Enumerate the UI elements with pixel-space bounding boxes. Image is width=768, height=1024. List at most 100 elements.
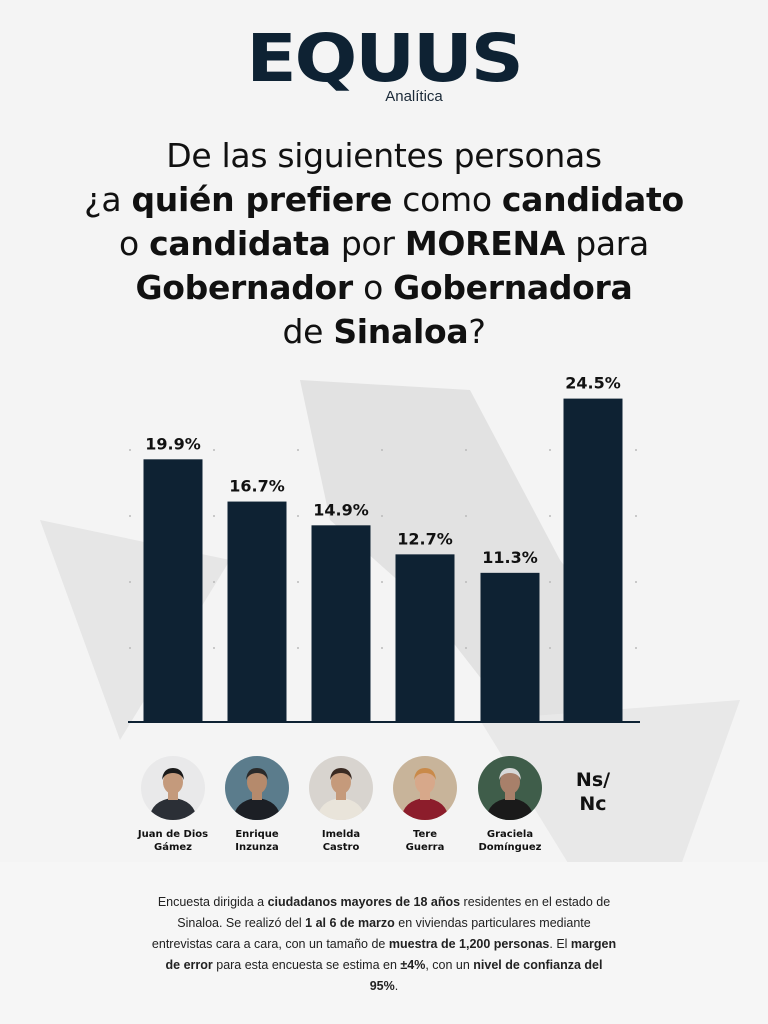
person-portrait-icon bbox=[486, 768, 534, 820]
person-portrait-icon bbox=[233, 768, 281, 820]
avatar bbox=[225, 756, 289, 820]
gridline-dot bbox=[129, 647, 131, 649]
footnote-segment: muestra de 1,200 personas bbox=[388, 937, 550, 951]
avatar bbox=[141, 756, 205, 820]
data-label-1: 19.9% bbox=[145, 434, 201, 453]
data-label-5: 11.3% bbox=[482, 548, 538, 567]
candidate-name-line1: Juan de Dios bbox=[137, 829, 209, 840]
footnote-segment: Encuesta dirigida a bbox=[157, 895, 268, 909]
brand-subtitle: Analítica bbox=[385, 88, 443, 105]
question-segment: de bbox=[282, 312, 334, 351]
candidate-name: Juan de Dios Gámez bbox=[123, 828, 223, 854]
gridline-dot bbox=[549, 515, 551, 517]
footnote-segment: . bbox=[394, 979, 399, 993]
bg-map-shape bbox=[300, 380, 620, 780]
data-label-4: 12.7% bbox=[397, 529, 453, 548]
gridline-dot bbox=[129, 449, 131, 451]
candidate-name-line2: Inzunza bbox=[235, 842, 279, 853]
gridline-dot bbox=[297, 581, 299, 583]
footer-band: Encuesta dirigida a ciudadanos mayores d… bbox=[0, 862, 768, 1024]
gridline-dot bbox=[129, 515, 131, 517]
gridline-dot bbox=[635, 449, 637, 451]
candidate-name-line2: Castro bbox=[322, 842, 360, 853]
candidate-card: Tere Guerra bbox=[375, 756, 475, 854]
bar-chart: 19.9% 16.7% 14.9% 12.7% 11.3% 24.5% bbox=[128, 374, 640, 723]
candidate-name-line2: Gámez bbox=[154, 842, 192, 853]
footnote-segment: ciudadanos mayores de 18 años bbox=[267, 895, 461, 909]
question-segment: para bbox=[565, 224, 649, 263]
gridline-dot bbox=[465, 515, 467, 517]
footnote-segment: en viviendas particulares mediante entre… bbox=[151, 916, 591, 951]
brand-name: EQUUS bbox=[246, 20, 524, 97]
footnote-segment: nivel de confianza del 95% bbox=[369, 958, 603, 993]
data-label-2: 16.7% bbox=[229, 477, 285, 496]
survey-footnote: Encuesta dirigida a ciudadanos mayores d… bbox=[150, 892, 618, 997]
nsnc-label: Ns/Nc bbox=[553, 768, 633, 816]
gridline-dot bbox=[549, 647, 551, 649]
brand-logo: EQUUS Analítica bbox=[0, 20, 768, 106]
footnote-segment: . El bbox=[549, 937, 571, 951]
candidate-name: Graciela Domínguez bbox=[460, 828, 560, 854]
gridline-dot bbox=[549, 449, 551, 451]
person-portrait-icon bbox=[149, 768, 197, 820]
candidate-name-line1: Graciela bbox=[486, 829, 534, 840]
gridline-dot bbox=[381, 515, 383, 517]
question-heading: De las siguientes personas ¿a quién prefi… bbox=[40, 134, 728, 354]
candidate-name-line1: Tere bbox=[413, 829, 437, 840]
bar-4 bbox=[395, 554, 455, 722]
person-portrait-icon bbox=[317, 768, 365, 820]
question-segment: ¿a bbox=[84, 180, 132, 219]
candidate-name: Tere Guerra bbox=[375, 828, 475, 854]
question-segment: ? bbox=[468, 312, 486, 351]
question-segment: Sinaloa bbox=[333, 312, 469, 351]
question-segment: o bbox=[352, 268, 394, 307]
bar-2 bbox=[227, 501, 287, 722]
gridline-dot bbox=[213, 449, 215, 451]
gridline-dot bbox=[129, 581, 131, 583]
candidate-name-line2: Domínguez bbox=[478, 842, 542, 853]
candidate-card: Juan de Dios Gámez bbox=[123, 756, 223, 854]
avatar bbox=[393, 756, 457, 820]
gridline-dot bbox=[381, 647, 383, 649]
question-segment: Gobernador bbox=[135, 268, 354, 307]
gridline-dot bbox=[213, 581, 215, 583]
footnote-segment: , con un bbox=[425, 958, 474, 972]
footnote-segment: residentes en el estado de Sinaloa. Se r… bbox=[177, 895, 611, 930]
gridline-dot bbox=[635, 581, 637, 583]
candidate-name: Imelda Castro bbox=[291, 828, 391, 854]
question-segment: quién prefiere bbox=[131, 180, 393, 219]
question-segment: como bbox=[392, 180, 502, 219]
question-segment: por bbox=[330, 224, 405, 263]
footnote-segment: ±4% bbox=[400, 958, 426, 972]
gridline-dot bbox=[635, 647, 637, 649]
gridline-dot bbox=[635, 515, 637, 517]
footnote-segment: para esta encuesta se estima en bbox=[212, 958, 401, 972]
candidate-name: Enrique Inzunza bbox=[207, 828, 307, 854]
bar-6 bbox=[563, 398, 623, 722]
question-segment: MORENA bbox=[404, 224, 566, 263]
candidate-card: Enrique Inzunza bbox=[207, 756, 307, 854]
gridline-dot bbox=[381, 449, 383, 451]
avatar bbox=[309, 756, 373, 820]
bar-1 bbox=[143, 459, 203, 722]
bg-triangle-right bbox=[480, 700, 740, 980]
data-label-6: 24.5% bbox=[565, 374, 621, 393]
bar-5 bbox=[480, 572, 540, 722]
gridline-dot bbox=[381, 581, 383, 583]
bar-3 bbox=[311, 525, 371, 722]
gridline-dot bbox=[465, 449, 467, 451]
gridline-dot bbox=[213, 515, 215, 517]
footnote-segment: margen de error bbox=[165, 937, 617, 972]
gridline-dot bbox=[549, 581, 551, 583]
gridline-dot bbox=[297, 647, 299, 649]
footnote-segment: 1 al 6 de marzo bbox=[305, 916, 395, 930]
candidate-row: Juan de Dios Gámez Enrique Inzunza Imelda Cas… bbox=[0, 752, 768, 862]
gridline-dot bbox=[213, 647, 215, 649]
gridline-dot bbox=[465, 581, 467, 583]
question-segment: De las siguientes personas bbox=[166, 136, 602, 175]
question-segment: o bbox=[119, 224, 150, 263]
candidate-name-line2: Guerra bbox=[405, 842, 445, 853]
nsnc-line1: Ns/ bbox=[575, 769, 611, 791]
question-segment: candidato bbox=[501, 180, 684, 219]
avatar bbox=[478, 756, 542, 820]
